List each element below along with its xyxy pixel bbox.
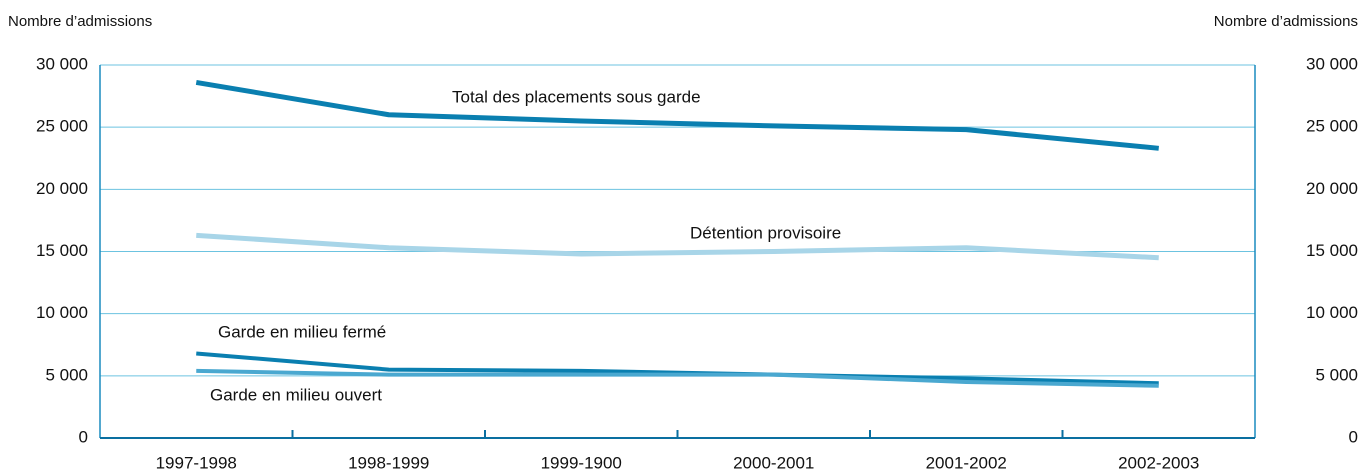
x-tick-label: 1997-1998 bbox=[156, 453, 237, 472]
y2-tick-label: 15 000 bbox=[1306, 241, 1358, 260]
series-label: Détention provisoire bbox=[690, 223, 841, 242]
x-tick-label: 2000-2001 bbox=[733, 453, 814, 472]
series-line bbox=[196, 232, 1159, 261]
series-line bbox=[196, 368, 1159, 388]
series-label: Total des placements sous garde bbox=[452, 87, 701, 106]
y-tick-label: 0 bbox=[79, 427, 88, 446]
y2-tick-label: 5 000 bbox=[1315, 365, 1358, 384]
y-tick-label: 10 000 bbox=[36, 303, 88, 322]
y2-tick-label: 10 000 bbox=[1306, 303, 1358, 322]
y-axis-label: Nombre d’admissions bbox=[8, 13, 152, 30]
series-label: Garde en milieu fermé bbox=[218, 322, 386, 341]
y2-tick-label: 0 bbox=[1349, 427, 1358, 446]
y-tick-label: 15 000 bbox=[36, 241, 88, 260]
y-tick-label: 25 000 bbox=[36, 117, 88, 136]
y-tick-label: 5 000 bbox=[45, 365, 88, 384]
x-tick-label: 1999-1900 bbox=[541, 453, 622, 472]
y2-axis-label: Nombre d’admissions bbox=[1214, 13, 1358, 30]
y-tick-label: 30 000 bbox=[36, 54, 88, 73]
x-tick-label: 2001-2002 bbox=[926, 453, 1007, 472]
series-line bbox=[196, 351, 1159, 386]
x-tick-label: 1998-1999 bbox=[348, 453, 429, 472]
x-tick-label: 2002-2003 bbox=[1118, 453, 1199, 472]
y2-tick-label: 25 000 bbox=[1306, 117, 1358, 136]
y-tick-label: 20 000 bbox=[36, 179, 88, 198]
series-line bbox=[195, 79, 1159, 151]
y2-tick-label: 30 000 bbox=[1306, 54, 1358, 73]
y2-tick-label: 20 000 bbox=[1306, 179, 1358, 198]
series-label: Garde en milieu ouvert bbox=[210, 385, 382, 404]
